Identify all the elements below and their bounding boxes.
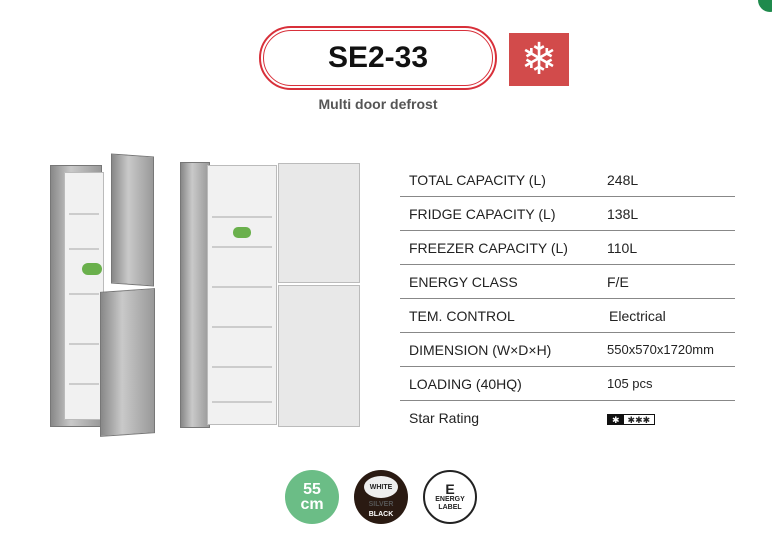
- star-compartment: ✱✱✱: [627, 415, 651, 425]
- snowflake-icon: ❄: [509, 33, 569, 86]
- spec-value: 248L: [607, 171, 639, 188]
- color-white: WHITE: [364, 476, 398, 498]
- energy-letter: E: [445, 481, 455, 497]
- model-badge: SE2-33: [259, 26, 497, 90]
- spec-label: Star Rating: [409, 410, 480, 426]
- energy-line1: ENERGY: [435, 496, 465, 503]
- spec-row-dimension: DIMENSION (W×D×H) 550x570x1720mm: [400, 333, 735, 367]
- energy-label-badge: E ENERGY LABEL: [423, 470, 477, 524]
- spec-value: F/E: [607, 273, 629, 290]
- energy-line2: LABEL: [438, 504, 462, 511]
- star-rating-icon: ✱ ✱✱✱: [607, 414, 656, 425]
- spec-label: TEM. CONTROL: [409, 307, 515, 324]
- spec-label: ENERGY CLASS: [409, 273, 518, 290]
- spec-value: 138L: [607, 205, 639, 222]
- spec-row-star-rating: Star Rating ✱ ✱✱✱: [400, 401, 735, 435]
- spec-value: 110L: [607, 239, 638, 256]
- model-title: SE2-33: [263, 30, 493, 86]
- spec-row-temp-control: TEM. CONTROL Electrical: [400, 299, 735, 333]
- spec-value: Electrical: [609, 307, 666, 324]
- spec-row-freezer-capacity: FREEZER CAPACITY (L) 110L: [400, 231, 735, 265]
- spec-label: LOADING (40HQ): [409, 375, 522, 392]
- corner-decoration: [758, 0, 772, 12]
- spec-row-loading: LOADING (40HQ) 105 pcs: [400, 367, 735, 401]
- spec-row-total-capacity: TOTAL CAPACITY (L) 248L: [400, 163, 735, 197]
- spec-row-energy-class: ENERGY CLASS F/E: [400, 265, 735, 299]
- width-number: 55: [303, 481, 321, 498]
- color-black: BLACK: [368, 511, 394, 518]
- star-freezer: ✱: [608, 415, 624, 425]
- width-badge: 55 cm: [285, 470, 339, 524]
- subtitle: Multi door defrost: [318, 96, 438, 112]
- color-options-badge: WHITE SILVER BLACK: [354, 470, 408, 524]
- spec-label: TOTAL CAPACITY (L): [409, 171, 546, 188]
- spec-value: 550x570x1720mm: [607, 342, 714, 357]
- spec-value: 105 pcs: [607, 376, 653, 391]
- spec-table: TOTAL CAPACITY (L) 248L FRIDGE CAPACITY (…: [400, 163, 735, 435]
- color-silver: SILVER: [368, 501, 394, 508]
- spec-label: DIMENSION (W×D×H): [409, 341, 552, 358]
- spec-row-fridge-capacity: FRIDGE CAPACITY (L) 138L: [400, 197, 735, 231]
- spec-label: FRIDGE CAPACITY (L): [409, 205, 556, 222]
- width-unit: cm: [300, 496, 324, 513]
- spec-label: FREEZER CAPACITY (L): [409, 239, 568, 256]
